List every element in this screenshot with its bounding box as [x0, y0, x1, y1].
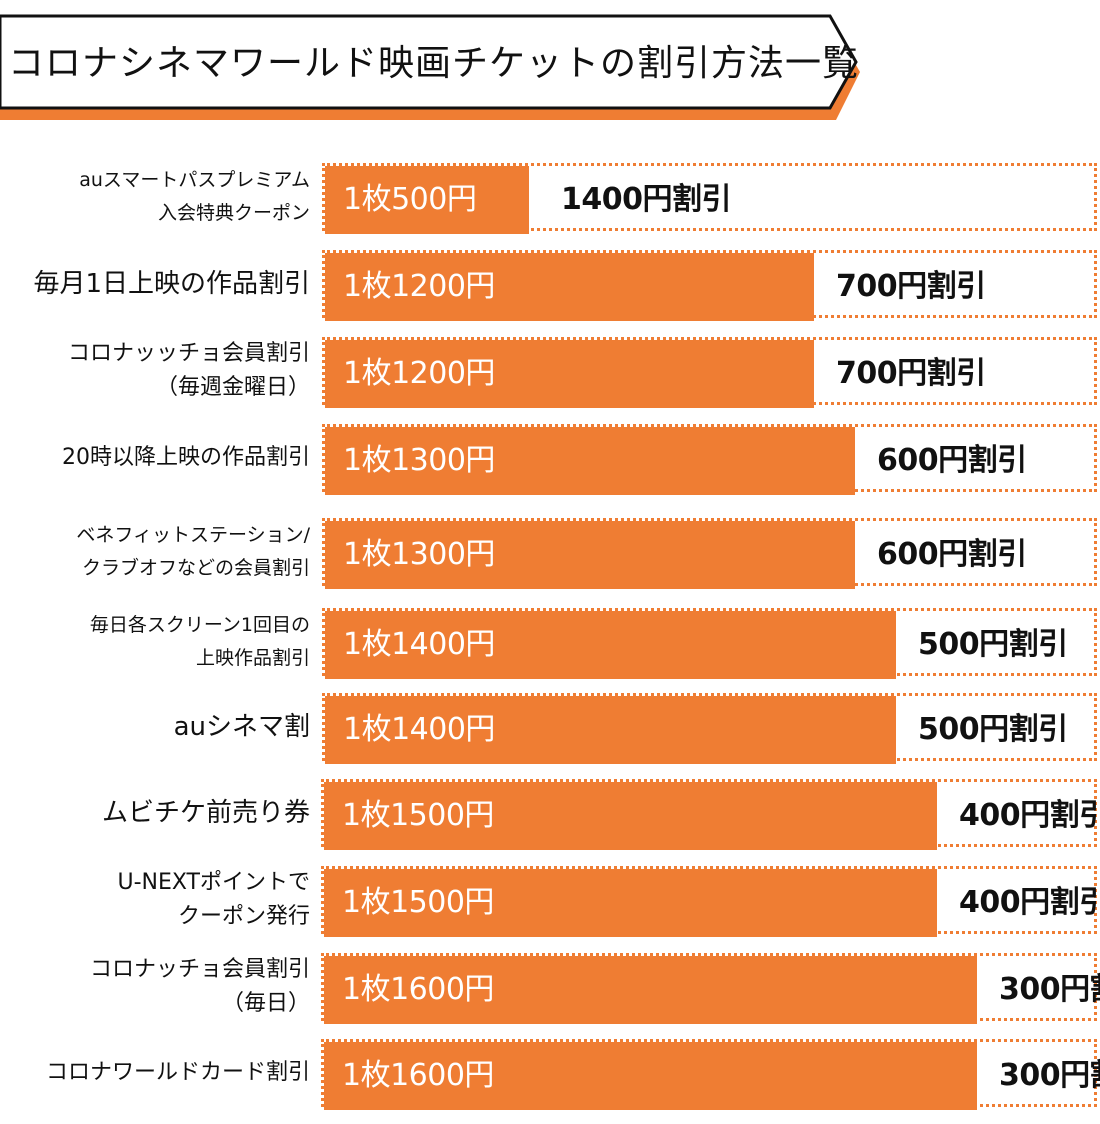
chart-row: 20時以降上映の作品割引 1枚1300円 600円割引: [0, 424, 1100, 495]
price-bar: [324, 782, 937, 850]
bar-track: 1枚1200円 700円割引: [322, 337, 1097, 408]
price-bar: [325, 253, 814, 321]
discount-label: 600円割引: [877, 443, 1027, 478]
price-bar: [325, 166, 529, 234]
chart-row: コロナッッチョ会員割引 （毎週金曜日） 1枚1200円 700円割引: [0, 337, 1100, 408]
category-label-line: auスマートパスプレミアム: [79, 169, 310, 191]
price-label: 1枚1200円: [343, 269, 495, 304]
price-label: 1枚1600円: [342, 972, 494, 1007]
page-title: コロナシネマワールド映画チケットの割引方法一覧: [8, 43, 860, 84]
category-label: auスマートパスプレミアム入会特典クーポン: [0, 163, 310, 231]
category-label-line: （毎週金曜日）: [155, 375, 310, 400]
chart-row: auスマートパスプレミアム入会特典クーポン 1枚500円 1400円割引: [0, 163, 1100, 234]
price-label: 1枚1200円: [343, 356, 495, 391]
category-label: コロナワールドカード割引: [0, 1039, 310, 1107]
bar-track: 1枚1500円 400円割引: [321, 779, 1100, 850]
chart-row: 毎月1日上映の作品割引 1枚1200円 700円割引: [0, 250, 1100, 321]
price-bar: [324, 1042, 977, 1110]
title-banner: [0, 14, 860, 120]
category-label: 20時以降上映の作品割引: [0, 424, 310, 492]
chart-row: 毎日各スクリーン1回目の上映作品割引 1枚1400円 500円割引: [0, 608, 1100, 679]
discount-label: 300円割引: [999, 972, 1100, 1007]
price-bar: [325, 696, 896, 764]
category-label: 毎日各スクリーン1回目の上映作品割引: [0, 608, 310, 676]
category-label-line: U-NEXTポイントで: [117, 870, 310, 895]
category-label-line: 20時以降上映の作品割引: [62, 445, 310, 470]
discount-label: 400円割引: [959, 885, 1100, 920]
chart-row: auシネマ割 1枚1400円 500円割引: [0, 693, 1100, 764]
price-label: 1枚1400円: [343, 627, 495, 662]
discount-label: 300円割引: [999, 1058, 1100, 1093]
price-label: 1枚1300円: [343, 443, 495, 478]
bar-track: 1枚500円 1400円割引: [322, 163, 1097, 234]
category-label: ベネフィットステーション/クラブオフなどの会員割引: [0, 518, 310, 586]
category-label-line: コロナッッチョ会員割引: [67, 341, 310, 366]
discount-label: 600円割引: [877, 537, 1027, 572]
price-label: 1枚1500円: [342, 798, 494, 833]
chart-row: コロナッチョ会員割引 （毎日） 1枚1600円 300円割引: [0, 953, 1100, 1024]
discount-label: 1400円割引: [561, 182, 732, 217]
category-label-line: （毎日）: [221, 991, 310, 1016]
discount-label: 500円割引: [918, 712, 1068, 747]
category-label-line: コロナワールドカード割引: [45, 1060, 310, 1085]
bar-track: 1枚1300円 600円割引: [322, 424, 1097, 495]
bar-track: 1枚1400円 500円割引: [322, 608, 1097, 679]
category-label-line: 上映作品割引: [195, 647, 310, 669]
category-label: U-NEXTポイントでクーポン発行: [0, 866, 310, 934]
bar-track: 1枚1600円 300円割引: [321, 953, 1100, 1024]
title-banner-box: [0, 14, 858, 110]
category-label-line: ベネフィットステーション/: [76, 524, 310, 546]
price-bar: [324, 869, 937, 937]
price-bar: [325, 427, 855, 495]
price-label: 1枚1300円: [343, 537, 495, 572]
price-label: 1枚1400円: [343, 712, 495, 747]
chart-row: コロナワールドカード割引 1枚1600円 300円割引: [0, 1039, 1100, 1110]
price-label: 1枚1600円: [342, 1058, 494, 1093]
price-bar: [324, 956, 977, 1024]
bar-track: 1枚1600円 300円割引: [321, 1039, 1100, 1110]
category-label-line: ムビチケ前売り券: [101, 798, 310, 828]
category-label-line: auシネマ割: [173, 712, 310, 742]
bar-track: 1枚1400円 500円割引: [322, 693, 1097, 764]
chart-row: ベネフィットステーション/クラブオフなどの会員割引 1枚1300円 600円割引: [0, 518, 1100, 589]
price-label: 1枚500円: [343, 182, 477, 217]
category-label: auシネマ割: [0, 693, 310, 761]
category-label-line: 毎月1日上映の作品割引: [33, 269, 310, 299]
chart-row: ムビチケ前売り券 1枚1500円 400円割引: [0, 779, 1100, 850]
category-label-line: 入会特典クーポン: [157, 202, 310, 224]
bar-track: 1枚1500円 400円割引: [321, 866, 1100, 937]
category-label: ムビチケ前売り券: [0, 779, 310, 847]
bar-track: 1枚1300円 600円割引: [322, 518, 1097, 589]
discount-label: 500円割引: [918, 627, 1068, 662]
category-label-line: クーポン発行: [177, 904, 310, 929]
discount-label: 700円割引: [836, 356, 986, 391]
price-bar: [325, 340, 814, 408]
category-label-line: コロナッチョ会員割引: [89, 957, 310, 982]
discount-label: 400円割引: [959, 798, 1100, 833]
chart-row: U-NEXTポイントでクーポン発行 1枚1500円 400円割引: [0, 866, 1100, 937]
category-label: コロナッッチョ会員割引 （毎週金曜日）: [0, 337, 310, 405]
price-label: 1枚1500円: [342, 885, 494, 920]
price-bar: [325, 611, 896, 679]
discount-label: 700円割引: [836, 269, 986, 304]
category-label: 毎月1日上映の作品割引: [0, 250, 310, 318]
category-label-line: 毎日各スクリーン1回目の: [89, 614, 310, 636]
category-label: コロナッチョ会員割引 （毎日）: [0, 953, 310, 1021]
bar-track: 1枚1200円 700円割引: [322, 250, 1097, 321]
category-label-line: クラブオフなどの会員割引: [81, 557, 310, 579]
price-bar: [325, 521, 855, 589]
